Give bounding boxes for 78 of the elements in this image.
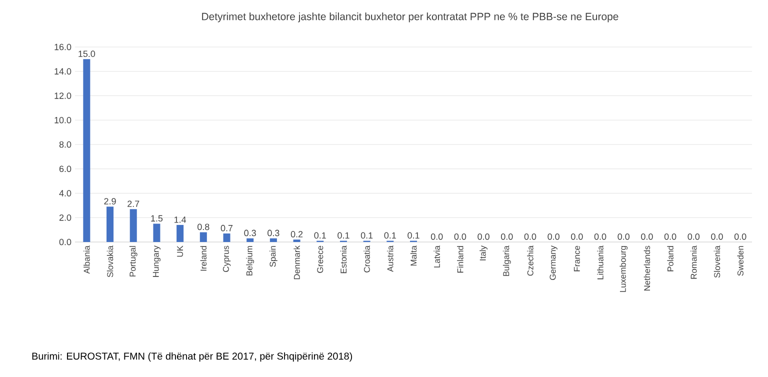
y-tick-label: 10.0 xyxy=(54,116,72,124)
x-tick-label: Estonia xyxy=(340,246,347,274)
data-label: 0.0 xyxy=(571,233,583,240)
data-label: 0.0 xyxy=(618,233,630,240)
x-tick-label: Slovakia xyxy=(106,246,114,278)
x-tick-label: Malta xyxy=(410,246,417,266)
data-label: 0.0 xyxy=(454,233,466,240)
x-tick-label: Belgium xyxy=(246,246,254,276)
bar xyxy=(83,59,90,242)
chart-title: Detyrimet buxhetore jashte bilancit buxhetor per kontratat PPP ne % te PBB-se ne Europe xyxy=(202,12,618,22)
data-label: 0.8 xyxy=(198,224,210,230)
data-label: 0.1 xyxy=(408,232,420,239)
data-label: 15.0 xyxy=(78,50,96,57)
bar xyxy=(200,232,207,242)
x-tick-label: Hungary xyxy=(152,246,160,277)
data-label: 0.0 xyxy=(501,233,513,240)
y-tick-label: 4.0 xyxy=(59,190,72,196)
y-tick-label: 0.0 xyxy=(59,238,72,246)
data-label: 0.0 xyxy=(594,233,606,240)
bar xyxy=(246,238,254,242)
x-tick-label: Cyprus xyxy=(222,246,231,272)
x-tick-label: Spain xyxy=(269,246,278,267)
data-label: 0.2 xyxy=(290,231,303,238)
x-tick-label: UK xyxy=(177,246,184,257)
bar xyxy=(223,233,230,242)
x-tick-label: Greece xyxy=(317,246,324,273)
x-tick-label: Albania xyxy=(84,246,90,274)
data-label: 0.7 xyxy=(220,224,233,232)
data-label: 0.0 xyxy=(711,233,723,240)
x-tick-label: Croatia xyxy=(364,246,370,272)
data-label: 2.9 xyxy=(104,198,116,204)
x-tick-label: Austria xyxy=(387,246,394,272)
x-tick-label: Slovenia xyxy=(714,246,720,278)
x-tick-label: Bulgaria xyxy=(502,246,511,276)
x-tick-label: Finland xyxy=(457,246,464,273)
y-tick-label: 14.0 xyxy=(54,68,72,75)
y-tick-label: 8.0 xyxy=(59,141,72,148)
x-tick-label: Czechia xyxy=(527,246,534,276)
data-label: 0.1 xyxy=(338,232,350,239)
x-tick-label: Poland xyxy=(667,246,674,272)
data-label: 0.0 xyxy=(430,233,443,240)
data-label: 0.0 xyxy=(664,233,676,240)
data-label: 0.1 xyxy=(384,232,396,239)
data-label: 0.0 xyxy=(734,233,746,240)
y-tick-label: 6.0 xyxy=(59,166,72,172)
data-label: 0.0 xyxy=(641,233,653,240)
data-label: 0.0 xyxy=(688,233,700,240)
bar xyxy=(130,209,137,242)
x-tick-label: Italy xyxy=(480,246,488,260)
bar xyxy=(153,224,160,242)
data-label: 0.1 xyxy=(314,232,326,239)
y-tick-label: 16.0 xyxy=(54,44,72,50)
data-label: 0.3 xyxy=(244,230,256,236)
x-tick-label: Sweden xyxy=(737,246,744,276)
y-tick-label: 12.0 xyxy=(54,92,72,99)
data-label: 0.1 xyxy=(360,232,373,239)
x-tick-label: France xyxy=(574,246,580,272)
x-tick-label: Latvia xyxy=(434,246,440,268)
data-label: 0.0 xyxy=(524,233,536,240)
bar xyxy=(106,206,114,242)
x-tick-label: Lithuania xyxy=(597,246,604,280)
data-label: 0.0 xyxy=(478,233,490,240)
x-tick-label: Luxembourg xyxy=(620,246,628,292)
data-label: 1.5 xyxy=(151,215,163,222)
text: Burimi: EUROSTAT, FMN (Të dhënat për BE 2017, për Shqipërinë 2018) xyxy=(32,352,352,362)
data-label: 0.3 xyxy=(268,230,280,236)
data-label: 0.0 xyxy=(548,233,560,240)
bar xyxy=(176,224,184,242)
x-tick-label: Romania xyxy=(690,246,697,279)
bar xyxy=(270,238,277,242)
x-tick-label: Ireland xyxy=(200,246,207,271)
x-tick-label: Portugal xyxy=(129,246,138,276)
x-tick-label: Germany xyxy=(550,246,558,280)
x-tick-label: Denmark xyxy=(294,246,300,280)
y-tick-label: 2.0 xyxy=(59,214,72,221)
data-label: 2.7 xyxy=(128,200,140,207)
x-tick-label: Netherlands xyxy=(644,246,650,290)
data-label: 1.4 xyxy=(174,216,186,223)
